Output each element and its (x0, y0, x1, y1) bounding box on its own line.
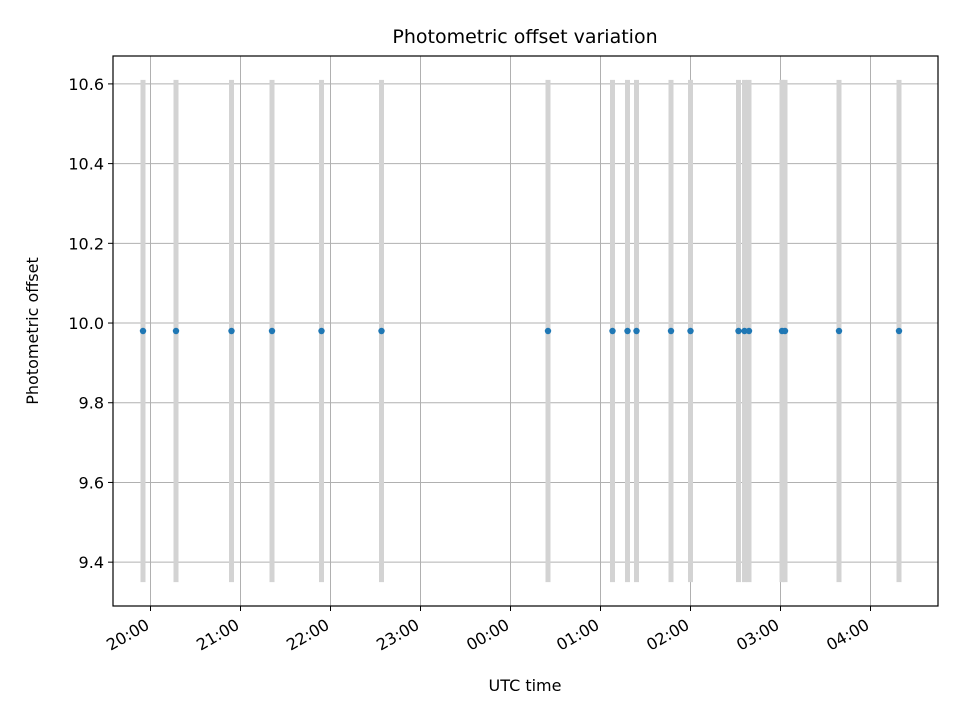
y-tick-label: 9.4 (79, 553, 104, 572)
data-point (667, 327, 675, 335)
data-point (172, 327, 180, 335)
data-point (268, 327, 276, 335)
y-axis-label: Photometric offset (23, 257, 42, 405)
data-point (609, 327, 616, 335)
chart-title: Photometric offset variation (392, 26, 657, 48)
data-point (687, 327, 694, 335)
y-tick-label: 10.4 (68, 155, 104, 174)
y-tick-label: 10.6 (68, 75, 104, 94)
data-point (895, 327, 903, 335)
y-tick-label: 9.8 (79, 394, 104, 413)
data-point (378, 327, 385, 335)
data-point (735, 327, 742, 335)
data-point (318, 327, 325, 335)
data-point (835, 327, 843, 335)
data-point (633, 327, 640, 335)
data-point (781, 327, 789, 335)
marker-layer (139, 327, 903, 335)
data-point (624, 327, 631, 335)
x-axis-label: UTC time (489, 676, 562, 695)
data-point (741, 327, 748, 335)
y-tick-label: 10.2 (68, 234, 104, 253)
data-point (745, 327, 753, 335)
data-point (139, 327, 147, 335)
data-point (228, 327, 235, 335)
y-tick-label: 9.6 (79, 473, 104, 492)
plot-area-frame (112, 55, 939, 607)
y-tick-label: 10.0 (68, 314, 104, 333)
data-point (544, 327, 552, 335)
